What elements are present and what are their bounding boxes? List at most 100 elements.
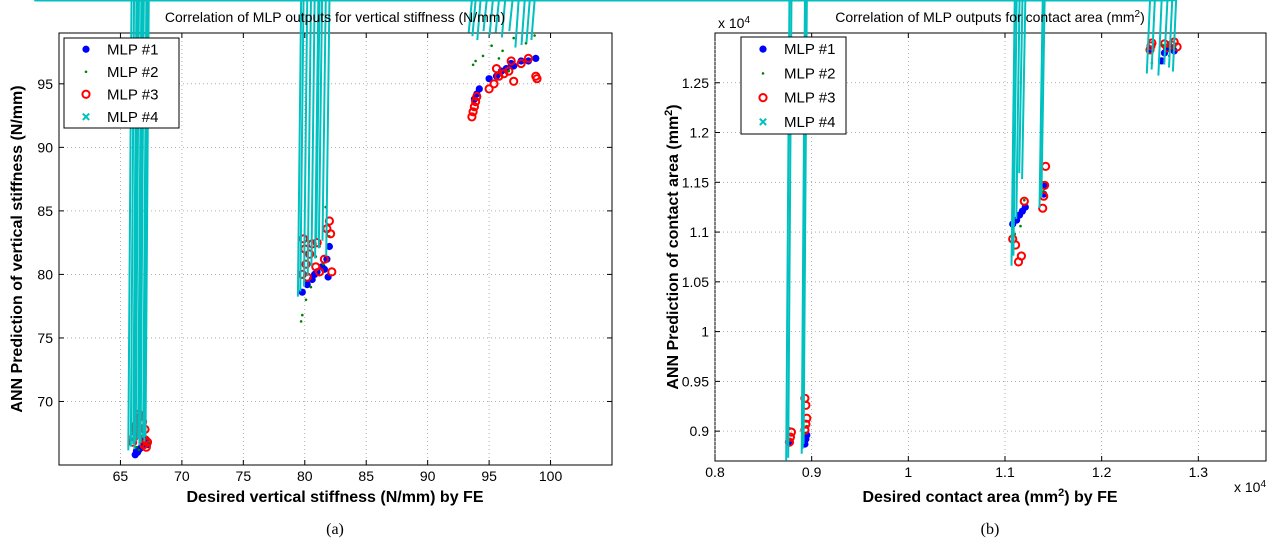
data-point [467,112,477,122]
data-point [1019,196,1029,206]
data-point [504,66,514,76]
y-axis-multiplier: x 104 [718,15,750,32]
data-point [471,63,475,67]
legend-marker [82,112,90,121]
data-point [141,442,151,452]
data-point [491,64,502,74]
x-tick-label: 65 [113,468,129,484]
data-point [512,36,515,40]
data-point [501,49,504,53]
x-axis-label: Desired contact area (mm2) by FE [862,487,1117,506]
y-tick-label: 70 [37,393,53,409]
grid [714,33,1266,461]
data-point [142,437,153,447]
legend-label: MLP #3 [784,90,835,107]
data-point [1019,224,1022,228]
legend-marker [84,70,88,74]
y-tick-label: 75 [37,330,53,346]
data-point [314,267,325,277]
legend-box [740,36,847,135]
x-tick-label: 1.2 [1092,464,1112,480]
data-point [299,320,303,323]
legend-label: MLP #1 [784,41,835,58]
data-point [1039,191,1049,201]
y-tick-label: 1.05 [682,274,709,290]
data-point [468,107,478,117]
data-point [532,54,540,63]
data-point [1011,240,1021,250]
data-point [533,34,536,37]
data-point [305,249,315,259]
y-axis-label: ANN Prediction of vertical stiffness (N/… [9,85,26,412]
legend-label: MLP #4 [784,114,835,131]
data-point [523,53,534,64]
data-point [481,54,485,58]
legend-label: MLP #1 [107,41,158,58]
data-point [524,41,528,45]
data-point [471,97,481,107]
data-point [304,298,308,302]
data-point [1038,203,1048,213]
y-tick-label: 80 [37,266,53,282]
data-point [327,267,337,277]
y-tick-label: 0.95 [682,373,709,389]
data-point [325,242,333,251]
data-point [785,432,796,442]
data-point [509,76,519,86]
x-tick-label: 90 [420,468,436,484]
x-tick-label: 1.1 [995,464,1015,480]
data-marks [34,0,542,459]
x-tick-label: 80 [297,468,313,484]
legend-marker [759,117,767,126]
x-tick-label: 1 [904,464,912,480]
data-point [490,44,493,47]
legend: MLP #1 MLP #2 MLP #3 MLP #4 [63,37,180,129]
chart-title: Correlation of MLP outputs for vertical … [165,9,505,25]
x-tick-label: 100 [539,468,563,484]
x-tick-label: 0.8 [705,464,725,480]
y-tick-label: 0.9 [690,423,710,439]
data-point [497,57,501,60]
panel-caption: (b) [981,521,1000,538]
data-point [484,84,494,94]
y-tick-label: 1 [701,324,709,340]
data-point [474,59,477,63]
tick-labels: 0.8 0.9 1 1.1 1.2 1.3 0.9 0.95 1 1.05 1.1 1.15 1.2 1.… [682,75,1209,480]
data-point [300,244,310,254]
y-tick-label: 85 [37,203,53,219]
data-point [309,285,313,289]
data-point [137,448,141,452]
y-tick-label: 1.15 [682,174,709,190]
data-point [1016,251,1027,261]
data-point [469,102,479,112]
x-tick-label: 75 [236,468,252,484]
data-marks [68,0,1182,464]
data-point [1041,161,1051,171]
panel-caption: (a) [326,521,344,538]
legend-marker [82,45,90,53]
legend-label: MLP #2 [107,64,158,81]
legend-label: MLP #2 [784,65,835,82]
data-point [298,288,306,296]
chart-panel-b: 0.8 0.9 1 1.1 1.2 1.3 0.9 0.95 1 1.05 1.1 1.15 1.2 1.… [68,0,1267,538]
data-point [507,59,515,68]
data-point [312,238,322,248]
data-point [135,445,138,449]
legend-label: MLP #4 [107,109,158,126]
data-point [475,85,483,93]
x-axis-multiplier: x 104 [1234,479,1266,496]
data-point [516,58,526,69]
y-tick-label: 1.25 [682,75,709,91]
x-tick-label: 85 [358,468,374,484]
data-point [323,255,331,263]
legend-marker [759,45,767,53]
data-point [506,56,516,66]
data-point [517,57,525,65]
data-point [507,69,511,73]
x-tick-label: 95 [481,468,497,484]
y-axis-label: ANN Prediction of contact area (mm2) [663,104,682,389]
data-point [532,74,542,84]
data-point [472,91,482,102]
data-point [314,255,318,258]
